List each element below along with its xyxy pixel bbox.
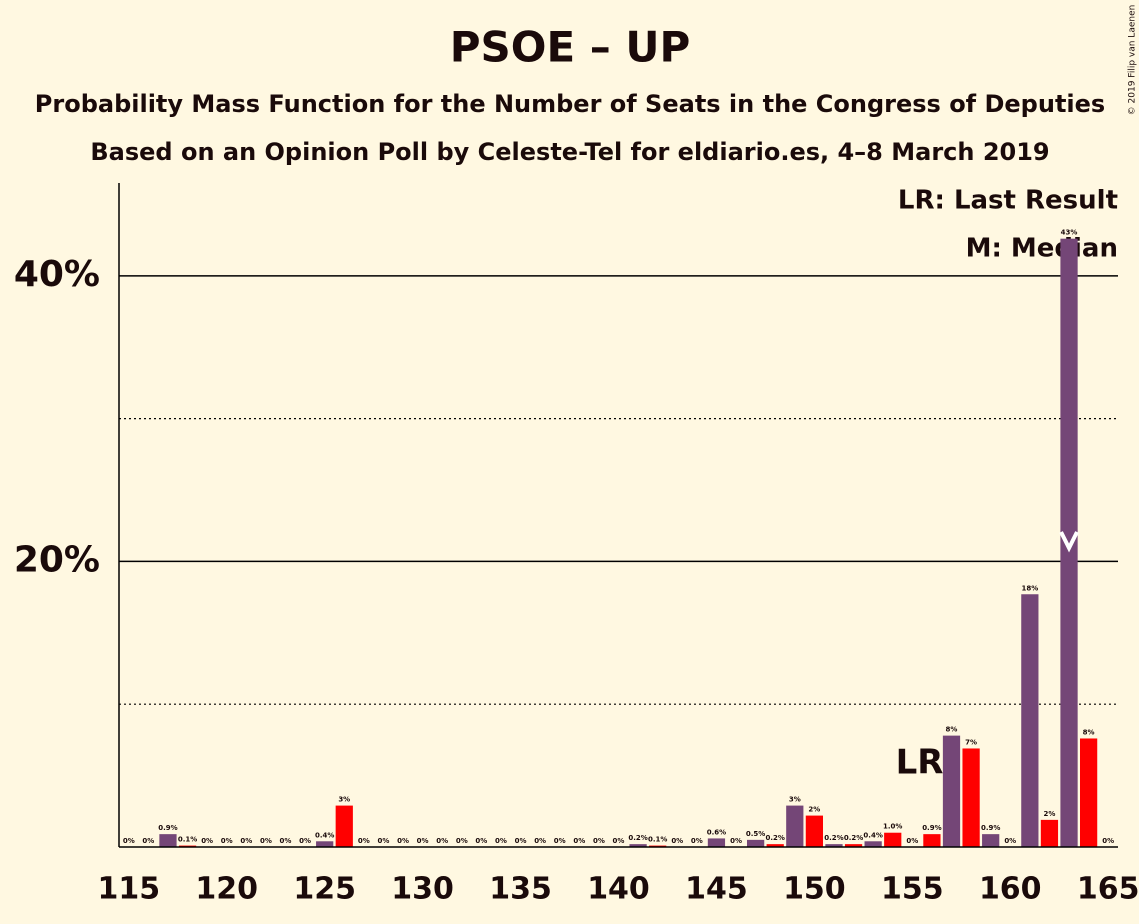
bar <box>982 834 1000 847</box>
value-label: 2% <box>808 806 820 814</box>
bar <box>1040 819 1059 847</box>
bar <box>335 805 353 847</box>
x-tick-label: 120 <box>195 872 258 907</box>
value-label: 43% <box>1061 229 1078 237</box>
y-tick-label: 20% <box>14 539 100 580</box>
value-label: 0% <box>299 837 311 845</box>
value-label: 0% <box>534 837 546 845</box>
bar <box>1021 594 1039 847</box>
x-tick-label: 135 <box>489 872 552 907</box>
value-label: 0% <box>475 837 487 845</box>
bar <box>707 838 726 847</box>
x-tick-label: 145 <box>685 872 748 907</box>
x-tick-label: 115 <box>97 872 160 907</box>
value-label: 0.5% <box>746 830 765 838</box>
value-label: 0% <box>906 837 918 845</box>
value-label: 0% <box>515 837 527 845</box>
value-label: 0.9% <box>158 824 177 832</box>
bar <box>864 841 882 847</box>
value-label: 3% <box>789 796 801 804</box>
bar <box>884 832 902 847</box>
bar <box>766 844 784 847</box>
bar <box>1060 238 1078 848</box>
value-label: 8% <box>946 726 958 734</box>
y-tick-label: 40% <box>14 254 100 295</box>
x-tick-label: 150 <box>783 872 846 907</box>
bar <box>316 841 334 847</box>
bar <box>805 815 824 847</box>
value-label: 0% <box>691 837 703 845</box>
bar <box>629 844 647 847</box>
value-label: 0.4% <box>863 831 882 839</box>
bar <box>159 834 177 847</box>
value-label: 0% <box>613 837 625 845</box>
legend-text: LR: Last Result <box>898 186 1118 216</box>
value-label: 0% <box>280 837 292 845</box>
chart-subtitle: Probability Mass Function for the Number… <box>35 90 1105 118</box>
value-label: 1.0% <box>883 823 902 831</box>
x-tick-label: 140 <box>587 872 650 907</box>
value-label: 0% <box>260 837 272 845</box>
value-label: 7% <box>965 738 977 746</box>
value-label: 0% <box>671 837 683 845</box>
value-label: 0% <box>358 837 370 845</box>
value-label: 2% <box>1043 810 1055 818</box>
x-tick-label: 155 <box>881 872 944 907</box>
bar <box>923 834 941 847</box>
value-label: 0.2% <box>824 834 843 842</box>
value-label: 0% <box>495 837 507 845</box>
value-label: 0% <box>142 837 154 845</box>
value-label: 0.2% <box>844 834 863 842</box>
value-label: 0% <box>377 837 389 845</box>
value-label: 3% <box>338 796 350 804</box>
value-label: 0% <box>1102 837 1114 845</box>
bar <box>942 735 961 847</box>
value-label: 0.2% <box>765 834 784 842</box>
value-label: 0% <box>1004 837 1016 845</box>
x-tick-label: 125 <box>293 872 356 907</box>
value-label: 0% <box>456 837 468 845</box>
value-label: 0% <box>554 837 566 845</box>
bar <box>844 844 863 847</box>
value-label: 0% <box>730 837 742 845</box>
value-label: 8% <box>1083 728 1095 736</box>
bar <box>962 748 980 847</box>
value-label: 0.1% <box>648 836 667 844</box>
chart-subtitle: Based on an Opinion Poll by Celeste-Tel … <box>90 138 1049 166</box>
value-label: 0% <box>417 837 429 845</box>
copyright: © 2019 Filip van Laenen <box>1128 5 1138 116</box>
bar <box>786 805 804 847</box>
value-label: 0% <box>201 837 213 845</box>
bar <box>825 844 843 847</box>
legend-text: M: Median <box>966 234 1118 264</box>
value-label: 18% <box>1021 584 1038 592</box>
median-marker <box>1059 531 1079 553</box>
value-label: 0.9% <box>922 824 941 832</box>
chart-title: PSOE – UP <box>450 23 691 72</box>
value-label: 0.4% <box>315 831 334 839</box>
value-label: 0.9% <box>981 824 1000 832</box>
x-tick-label: 160 <box>979 872 1042 907</box>
value-label: 0% <box>240 837 252 845</box>
value-label: 0% <box>397 837 409 845</box>
value-label: 0% <box>573 837 585 845</box>
last-result-label: LR <box>896 743 944 783</box>
value-label: 0% <box>123 837 135 845</box>
value-label: 0% <box>593 837 605 845</box>
value-label: 0.6% <box>707 828 726 836</box>
x-tick-label: 165 <box>1077 872 1139 907</box>
value-label: 0% <box>436 837 448 845</box>
value-label: 0.2% <box>628 834 647 842</box>
x-tick-label: 130 <box>391 872 454 907</box>
value-label: 0% <box>221 837 233 845</box>
bar <box>1079 738 1098 847</box>
value-label: 0.1% <box>178 836 197 844</box>
bar <box>746 839 765 847</box>
